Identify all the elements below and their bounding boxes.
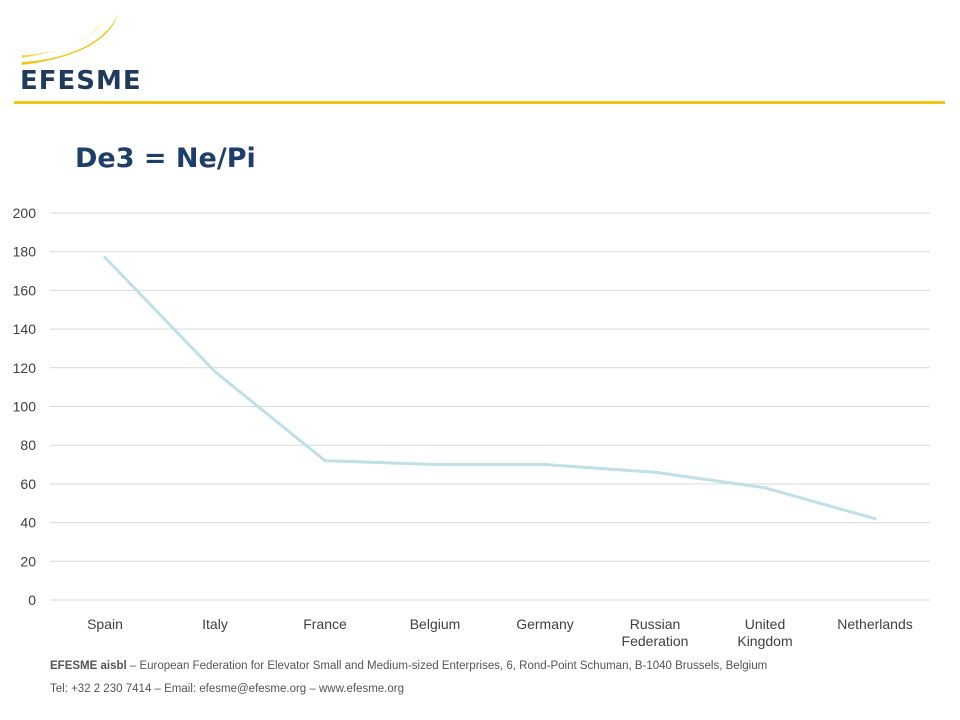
y-tick-label: 160 — [13, 282, 37, 298]
logo-swoosh-icon — [22, 14, 118, 65]
x-tick-label-line: Spain — [87, 616, 123, 632]
y-axis-ticks: 0 20 40 60 80 100 120 140 160 180 200 — [13, 205, 37, 608]
data-point — [763, 486, 767, 490]
data-point — [433, 463, 437, 467]
y-tick-label: 0 — [28, 592, 36, 608]
y-tick-label: 100 — [13, 399, 37, 415]
footer-organization: EFESME aisbl – European Federation for E… — [50, 660, 767, 672]
x-tick-label-line: Netherlands — [837, 616, 913, 632]
logo-wordmark: EFESME — [20, 66, 142, 96]
line-chart: 0 20 40 60 80 100 120 140 160 180 200 Spain Italy Fr… — [13, 205, 930, 649]
efesme-logo: EFESME — [18, 10, 141, 96]
x-tick-label: United Kingdom — [737, 616, 792, 649]
x-tick-label: Russian Federation — [622, 616, 689, 649]
chart-gridlines — [50, 212, 930, 601]
x-tick-label-line: Kingdom — [737, 633, 792, 649]
footer-contact: Tel: +32 2 230 7414 – Email: efesme@efes… — [50, 683, 404, 695]
y-tick-label: 40 — [20, 515, 36, 531]
y-tick-label: 200 — [13, 205, 37, 221]
x-tick-label-line: Russian — [630, 616, 681, 632]
data-point — [653, 470, 657, 474]
series-line — [103, 256, 877, 521]
y-tick-label: 180 — [13, 244, 37, 260]
x-tick-label: Belgium — [410, 616, 461, 632]
y-tick-label: 80 — [20, 437, 36, 453]
x-tick-label-line: Federation — [622, 633, 689, 649]
header-divider — [14, 101, 945, 104]
y-tick-label: 120 — [13, 360, 37, 376]
x-axis-ticks: Spain Italy France Belgium Germany Russian Fed… — [87, 616, 913, 649]
x-tick-label: Netherlands — [837, 616, 913, 632]
data-point — [213, 370, 217, 374]
x-tick-label: France — [303, 616, 347, 632]
x-tick-label-line: United — [745, 616, 785, 632]
data-point — [873, 517, 877, 521]
data-point — [103, 256, 107, 260]
data-point — [543, 463, 547, 467]
x-tick-label: Italy — [202, 616, 228, 632]
footer-org-name: EFESME aisbl — [50, 660, 127, 672]
x-tick-label-line: Italy — [202, 616, 228, 632]
footer-org-description: – European Federation for Elevator Small… — [126, 660, 768, 672]
x-tick-label-line: Germany — [516, 616, 574, 632]
x-tick-label-line: France — [303, 616, 347, 632]
x-tick-label-line: Belgium — [410, 616, 461, 632]
slide-title: De3 = Ne/Pi — [75, 143, 256, 174]
y-tick-label: 140 — [13, 321, 37, 337]
y-tick-label: 20 — [20, 553, 36, 569]
x-tick-label: Germany — [516, 616, 574, 632]
chart-series — [103, 256, 877, 521]
y-tick-label: 60 — [20, 476, 36, 492]
data-point — [323, 459, 327, 463]
x-tick-label: Spain — [87, 616, 123, 632]
